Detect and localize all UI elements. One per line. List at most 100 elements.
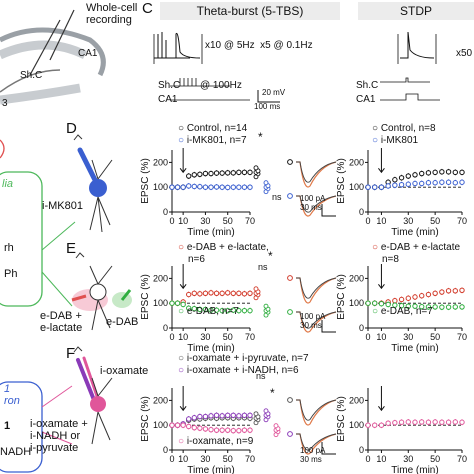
data-point-d-tbs [169,184,175,190]
data-point-d-tbs [208,184,214,190]
i-mk801-label: i-MK801 [42,200,83,212]
data-point-d-tbs [197,171,203,178]
data-point-e-tbs [236,307,242,314]
data-point-e-stdp [365,300,371,306]
data-point-f-stdp [405,419,411,425]
xtick-label-d-tbs: 0 [169,216,174,226]
data-point-d-tbs [213,170,220,176]
data-point-d-tbs [191,172,197,178]
data-point-d-stdp [425,180,432,186]
legend-f: ○ i-oxamate + i-pyruvate, n=7 ○ i-oxamat… [178,353,309,377]
data-point-d-stdp [392,182,398,188]
legend-item-lactate-stdp: ○ e-DAB + e-lactate [372,242,461,253]
data-point-e-tbs [180,301,186,308]
data-point-d-stdp [385,183,391,189]
whole-cell-label: Whole-cell recording [86,2,138,26]
data-point-d-tbs [213,184,220,190]
data-point-d-stdp [372,184,378,190]
data-point-e-stdp [398,296,405,303]
ytick-label-f-stdp: 200 [349,395,364,405]
data-point-f-stdp [372,422,378,428]
xlabel-f-tbs: Time (min) [187,465,234,474]
summary-point-e-tbs [253,286,259,292]
data-point-e-stdp [432,304,438,310]
data-point-e-tbs [202,290,209,296]
data-point-f-tbs [236,427,242,434]
epsc-trace-base-d-tbs [296,161,337,183]
xtick-label-e-stdp: 30 [403,332,413,342]
ytick-label-e-stdp: 100 [349,298,364,308]
legend-d: ○ Control, n=14 ○ i-MK801, n=7 [178,123,247,147]
data-point-f-stdp [432,419,438,425]
data-point-e-tbs [174,300,181,306]
data-point-f-tbs [186,416,192,422]
panel-letter-c: C [142,0,153,17]
stim-electrode [29,19,61,76]
ytick-label-e-tbs: 100 [153,298,168,308]
stdp-protocol-text: x50 [456,48,473,59]
left-schematics [0,9,132,473]
data-point-e-tbs [219,307,225,314]
sig-f-ns: ns [256,371,266,381]
ytick-label-d-stdp: 200 [349,157,364,167]
data-point-f-tbs [247,412,253,418]
epsc-trace-base-d-tbs [296,195,337,213]
xtick-label-f-stdp: 10 [376,454,386,464]
data-point-f-stdp [385,420,391,426]
data-point-e-tbs [230,290,236,296]
data-point-f-tbs [208,426,214,433]
trace-marker-d-tbs [287,193,293,199]
data-point-d-tbs [219,184,225,190]
ytick-label-f-stdp: 0 [359,445,364,455]
i-oxamate-combo-label: i-oxamate + i-NADH or i-pyruvate [30,418,88,454]
data-point-f-tbs [225,427,231,433]
data-point-e-tbs [186,305,192,311]
data-point-f-stdp [392,420,398,426]
xlabel-d-tbs: Time (min) [187,227,234,238]
xtick-label-e-stdp: 10 [376,332,386,342]
data-point-d-tbs [230,184,236,190]
cut-label-ron: ron [4,395,20,407]
glia-label: lia [2,178,14,190]
data-point-d-stdp [412,172,418,178]
legend-item-mk801-stdp: ○ i-MK801 [372,135,419,146]
tbs-title: Theta-burst (5-TBS) [196,4,304,18]
data-point-e-stdp [412,303,418,309]
summary-point-f-tbs [253,411,259,417]
data-point-e-tbs [230,307,236,313]
xlabel-d-stdp: Time (min) [391,227,438,238]
data-point-e-stdp [452,304,458,310]
data-point-d-tbs [225,170,231,176]
data-point-e-stdp [398,302,405,309]
data-point-d-stdp [432,169,438,176]
data-point-e-stdp [405,303,411,309]
data-point-e-stdp [392,302,398,308]
xtick-label-f-tbs: 0 [169,454,174,464]
epsc-trace-base-e-tbs [296,311,337,329]
data-point-f-stdp [412,419,418,425]
data-point-e-stdp [445,304,452,310]
xtick-label-e-tbs: 70 [245,332,255,342]
ytick-label-e-tbs: 0 [163,323,168,333]
data-point-f-stdp [439,419,445,425]
data-point-f-stdp [419,419,425,425]
epsc-trace-base-e-tbs [296,277,337,299]
i-oxamate-label: i-oxamate [100,365,149,377]
xtick-label-f-stdp: 0 [365,454,370,464]
trace-marker-f-tbs [287,431,293,437]
summary-point-d-tbs [253,165,259,171]
data-point-e-stdp [425,304,432,310]
data-point-d-tbs [241,169,248,176]
data-point-e-tbs [247,307,253,314]
ytick-label-e-stdp: 0 [359,323,364,333]
panel-letter-f: F [66,345,76,362]
induction-arrow-e-stdp [378,264,385,290]
data-point-d-stdp [398,182,405,188]
data-point-d-stdp [419,170,425,177]
e-dab-label: e-DAB [106,316,139,328]
legend-item-mk801: ○ i-MK801, n=7 [178,135,247,146]
e-dab-lactate-label: e-DAB + e-lactate [40,310,83,334]
ylabel-e-tbs: EPSC (%) [140,274,151,320]
data-point-e-stdp [419,303,425,310]
